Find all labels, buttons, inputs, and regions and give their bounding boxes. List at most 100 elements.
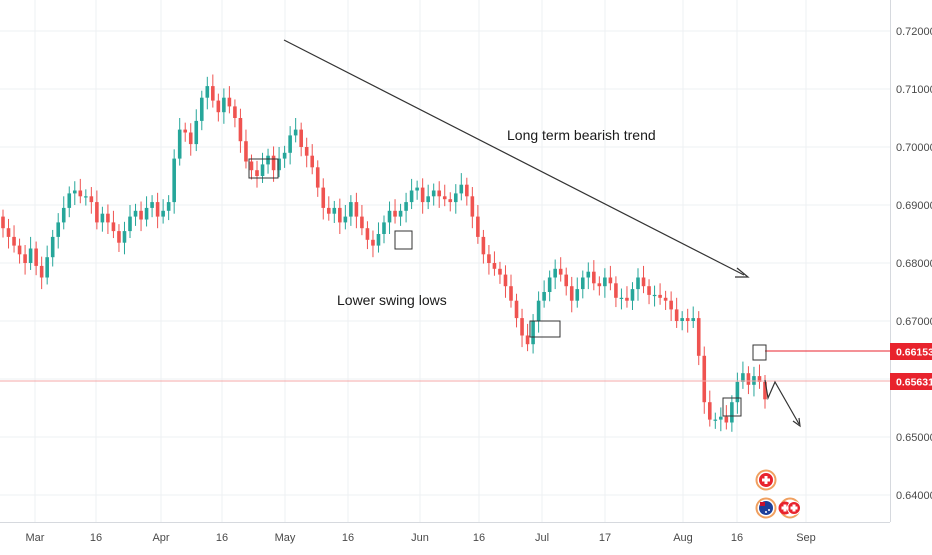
candle — [17, 238, 22, 264]
x-tick-label: 17 — [599, 532, 611, 544]
candle-body — [332, 207, 337, 214]
candle — [111, 210, 116, 239]
candle-body — [17, 245, 22, 255]
candle — [376, 222, 381, 253]
candle — [205, 76, 210, 110]
candle — [658, 283, 662, 305]
candle — [95, 190, 99, 230]
candle — [1, 209, 5, 238]
candle — [520, 308, 524, 348]
x-tick-label: Sep — [796, 532, 816, 544]
candle — [625, 286, 629, 308]
candle-body — [531, 321, 535, 345]
candle — [608, 265, 613, 291]
candle-body — [28, 248, 33, 263]
candle-body — [139, 210, 143, 220]
candle — [448, 192, 453, 212]
event-badge-swiss[interactable] — [755, 469, 777, 491]
candle — [56, 213, 61, 249]
candle-body — [67, 193, 72, 208]
candle — [470, 187, 475, 229]
x-tick-label: 16 — [731, 532, 743, 544]
candle — [172, 149, 176, 214]
candle — [547, 270, 552, 302]
candle — [67, 186, 72, 218]
candle-body — [746, 373, 751, 385]
candle — [6, 218, 11, 249]
candle — [757, 364, 762, 389]
candle — [365, 221, 370, 250]
candle — [437, 181, 442, 208]
candle — [122, 221, 127, 255]
candle — [652, 285, 657, 307]
price-axis[interactable]: 0.640000.650000.660000.670000.680000.690… — [896, 26, 932, 502]
candle — [89, 187, 94, 214]
candle-body — [719, 416, 723, 420]
candle-body — [415, 187, 419, 191]
grid — [0, 0, 890, 522]
candle-body — [39, 265, 44, 278]
candle-body — [304, 147, 309, 156]
candle-body — [78, 190, 83, 197]
swing-low-box-jun — [529, 320, 561, 338]
candle — [586, 262, 591, 290]
candle-body — [730, 402, 734, 423]
candle-body — [321, 187, 326, 208]
price-label-marker: 0.66153 — [890, 343, 932, 360]
candle-body — [89, 196, 94, 203]
candle — [266, 148, 270, 174]
candle — [310, 144, 315, 175]
candle-body — [564, 274, 569, 287]
candle — [509, 274, 513, 308]
time-axis[interactable]: Mar 16 Apr 16 May 16 Jun 16 Jul 17 Aug 16 Sep — [26, 532, 816, 544]
candle-body — [647, 286, 651, 295]
candle-body — [255, 170, 259, 176]
candle — [288, 126, 292, 165]
annotation-lower-swing-lows: Lower swing lows — [337, 292, 447, 308]
y-tick-label: 0.64000 — [896, 490, 932, 502]
candle — [735, 372, 740, 414]
candle-body — [233, 106, 237, 118]
candle — [177, 118, 182, 166]
projection-arrow — [764, 379, 801, 428]
candle-body — [161, 210, 165, 217]
candle-body — [536, 300, 541, 321]
candle — [382, 215, 386, 244]
candle-body — [277, 158, 281, 171]
candle — [183, 122, 188, 142]
y-tick-label: 0.70000 — [896, 142, 932, 154]
candle-body — [420, 187, 425, 203]
candle — [569, 276, 574, 313]
candle — [227, 86, 232, 114]
event-badge-australia[interactable] — [755, 497, 777, 519]
candle-body — [23, 254, 27, 263]
candle — [155, 192, 160, 229]
candle-body — [106, 213, 110, 223]
candle-body — [299, 129, 303, 147]
candle-body — [641, 277, 646, 287]
candle-body — [271, 155, 276, 171]
candle-body — [498, 268, 502, 275]
event-badge-multi[interactable] — [778, 497, 801, 519]
candle-body — [238, 118, 243, 142]
candle-body — [547, 277, 552, 292]
trend-line — [283, 39, 750, 278]
candle-body — [150, 202, 154, 208]
candle-body — [674, 309, 679, 321]
candle-body — [525, 335, 530, 345]
candle-body — [707, 402, 712, 420]
candle-body — [669, 300, 673, 310]
candle-body — [652, 294, 657, 297]
x-tick-label: 16 — [90, 532, 102, 544]
candle-body — [315, 167, 320, 188]
candle — [730, 395, 734, 432]
candle-body — [183, 129, 188, 133]
annotation-bearish-trend: Long term bearish trend — [507, 127, 656, 143]
candle-body — [586, 271, 591, 278]
candle — [398, 203, 403, 226]
candle — [696, 311, 701, 366]
candle — [752, 366, 756, 397]
swing-low-box-apr — [248, 158, 279, 179]
y-tick-label: 0.65000 — [896, 432, 932, 444]
